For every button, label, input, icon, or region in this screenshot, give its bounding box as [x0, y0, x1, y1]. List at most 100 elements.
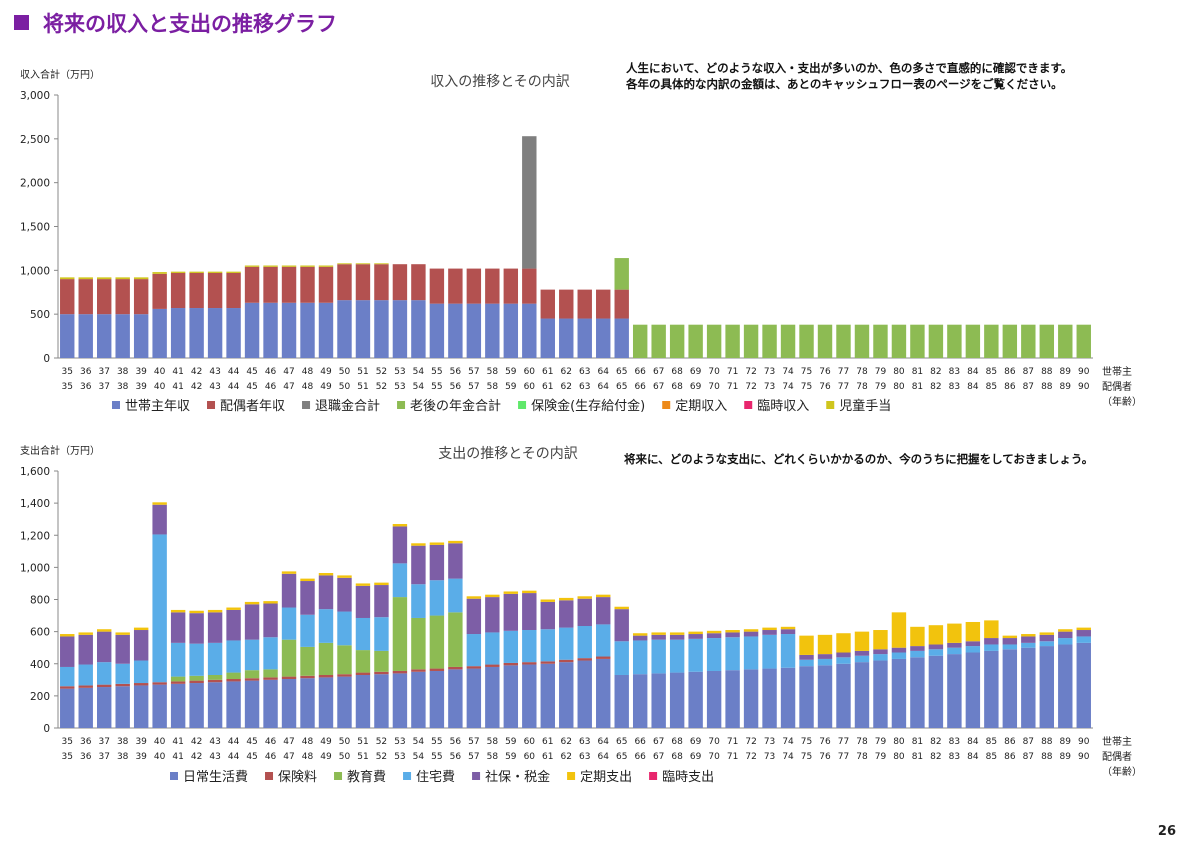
income-bar-segment	[189, 271, 204, 273]
expense-bar-segment	[743, 636, 759, 670]
income-bar-segment	[374, 300, 389, 358]
expense-x-tick-label-spouse: 54	[413, 752, 425, 762]
expense-bar-segment	[466, 634, 482, 667]
income-y-tick-label: 2,000	[20, 178, 50, 190]
expense-bar-segment	[485, 594, 500, 598]
expense-note-line: 将来に、どのような支出に、どれくらいかかるのか、今のうちに把握をしておきましょう…	[624, 452, 1094, 466]
expense-bar-segment	[263, 669, 278, 678]
expense-x-tick-label-spouse: 57	[468, 752, 479, 762]
expense-bar-segment	[374, 671, 389, 675]
expense-bar-segment	[577, 598, 592, 627]
income-x-tick-label-head: 42	[191, 367, 202, 377]
income-bar-segment	[392, 300, 408, 358]
expense-bar-segment	[170, 642, 186, 677]
expense-bar-segment	[429, 615, 445, 669]
expense-bar-segment	[448, 540, 463, 544]
expense-bar-segment	[207, 642, 223, 675]
expense-x-tick-label-head: 48	[302, 737, 314, 747]
income-bar-segment	[559, 318, 574, 358]
income-bar-segment	[374, 263, 389, 265]
expense-bar-segment	[780, 634, 796, 668]
income-x-tick-label-spouse: 88	[1041, 382, 1053, 392]
expense-x-tick-label-head: 75	[801, 737, 812, 747]
expense-x-tick-label-head: 55	[431, 737, 442, 747]
expense-bar-segment	[1076, 636, 1091, 643]
income-bar-segment	[706, 324, 722, 358]
income-bar-segment	[189, 308, 204, 358]
income-y-tick-label: 1,000	[20, 265, 50, 277]
expense-x-tick-label-spouse: 48	[302, 752, 314, 762]
expense-bar-segment	[873, 660, 888, 728]
income-x-tick-label-spouse: 74	[782, 382, 794, 392]
expense-bar-segment	[1002, 638, 1018, 645]
income-y-axis-label: 収入合計（万円）	[20, 68, 100, 81]
expense-bar-segment	[207, 612, 223, 643]
income-bar-segment	[263, 265, 278, 267]
expense-bar-segment	[170, 612, 186, 643]
expense-bar-segment	[1039, 634, 1055, 642]
expense-bar-segment	[300, 675, 315, 679]
expense-x-tick-label-spouse: 58	[487, 752, 499, 762]
income-legend-swatch	[826, 401, 835, 409]
income-bar-segment	[115, 277, 130, 280]
expense-legend-swatch	[334, 772, 343, 780]
expense-bar-segment	[411, 669, 426, 672]
expense-bar-segment	[115, 686, 130, 728]
expense-bar-segment	[1039, 632, 1055, 635]
income-x-tick-label-spouse: 47	[283, 382, 294, 392]
income-bar-segment	[596, 289, 611, 319]
expense-bar-segment	[854, 631, 870, 651]
income-bar-segment	[263, 266, 278, 303]
income-bar-segment	[318, 266, 334, 303]
expense-x-tick-label-head: 76	[819, 737, 831, 747]
income-bar-segment	[170, 308, 186, 358]
income-legend-label: 臨時収入	[757, 399, 809, 414]
expense-x-tick-label-head: 54	[413, 737, 425, 747]
income-bar-segment	[97, 279, 112, 315]
income-x-tick-label-spouse: 53	[394, 382, 405, 392]
expense-x-tick-label-head: 64	[597, 737, 609, 747]
income-bar-segment	[984, 324, 999, 358]
expense-bar-segment	[374, 674, 389, 728]
income-x-tick-label-spouse: 73	[764, 382, 775, 392]
expense-bar-segment	[263, 677, 278, 680]
expense-bar-segment	[226, 672, 241, 680]
expense-bar-segment	[355, 583, 371, 586]
income-x-tick-label-spouse: 62	[561, 382, 572, 392]
income-bar-segment	[281, 265, 297, 267]
expense-legend-swatch	[649, 772, 658, 780]
expense-legend-label: 臨時支出	[662, 770, 714, 785]
expense-bar-segment	[947, 647, 962, 655]
expense-bar-segment	[836, 633, 851, 653]
income-legend-swatch	[112, 401, 120, 409]
income-bar-segment	[337, 264, 352, 301]
expense-bar-segment	[1058, 638, 1073, 645]
expense-bar-segment	[984, 650, 999, 728]
income-bar-segment	[78, 279, 93, 315]
expense-bar-segment	[669, 639, 685, 673]
expense-bar-segment	[836, 663, 851, 728]
expense-bar-segment	[78, 687, 93, 728]
expense-bar-segment	[300, 614, 315, 647]
income-x-tick-label-head: 87	[1023, 367, 1034, 377]
expense-x-tick-label-spouse: 50	[339, 752, 351, 762]
expense-bar-segment	[706, 638, 722, 671]
expense-x-tick-label-spouse: 66	[634, 752, 646, 762]
income-bar-segment	[318, 265, 334, 267]
expense-bar-segment	[170, 683, 186, 728]
expense-bar-segment	[799, 635, 814, 655]
income-x-tick-label-head: 41	[172, 367, 183, 377]
expense-x-tick-label-spouse: 61	[542, 752, 553, 762]
expense-bar-segment	[466, 596, 482, 599]
expense-bar-segment	[133, 685, 149, 728]
expense-bar-segment	[485, 666, 500, 728]
expense-bar-segment	[928, 644, 944, 650]
income-x-tick-label-spouse: 76	[819, 382, 831, 392]
expense-x-tick-label-head: 35	[62, 737, 73, 747]
expense-bar-segment	[337, 577, 352, 612]
expense-x-tick-label-spouse: 42	[191, 752, 202, 762]
title-square-icon	[14, 15, 29, 30]
expense-x-tick-label-head: 79	[875, 737, 887, 747]
income-x-tick-label-spouse: 81	[912, 382, 923, 392]
income-bar-segment	[337, 300, 352, 358]
